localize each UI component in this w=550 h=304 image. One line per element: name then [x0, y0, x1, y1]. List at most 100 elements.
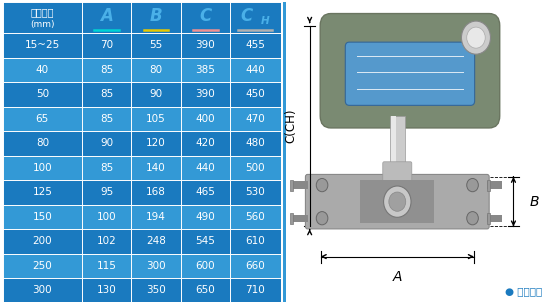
Text: 390: 390: [196, 40, 216, 50]
Text: 85: 85: [100, 114, 113, 124]
FancyBboxPatch shape: [320, 14, 500, 128]
Text: 420: 420: [196, 138, 216, 148]
Text: B: B: [150, 6, 162, 25]
Text: 560: 560: [245, 212, 265, 222]
Text: 465: 465: [196, 187, 216, 197]
Text: 80: 80: [36, 138, 49, 148]
Text: 85: 85: [100, 89, 113, 99]
Circle shape: [383, 186, 411, 217]
Text: ● 常规仪表: ● 常规仪表: [505, 286, 542, 296]
Text: 490: 490: [196, 212, 216, 222]
Bar: [487, 180, 490, 191]
Text: 80: 80: [150, 65, 163, 75]
Text: 40: 40: [36, 65, 49, 75]
Circle shape: [467, 212, 478, 225]
Bar: [390, 116, 405, 171]
Bar: [360, 180, 434, 223]
Bar: [3, 205, 280, 229]
Text: 650: 650: [196, 285, 216, 295]
Bar: [283, 2, 287, 302]
Text: 90: 90: [100, 138, 113, 148]
Bar: [3, 107, 280, 131]
Bar: [3, 180, 280, 205]
Text: 194: 194: [146, 212, 166, 222]
Text: 105: 105: [146, 114, 166, 124]
Text: C: C: [240, 6, 253, 25]
Text: 300: 300: [32, 285, 52, 295]
Bar: [3, 57, 280, 82]
Bar: [3, 2, 280, 33]
Text: A: A: [393, 270, 402, 284]
FancyBboxPatch shape: [305, 174, 489, 229]
Text: 125: 125: [32, 187, 52, 197]
Bar: [290, 213, 293, 224]
Text: 440: 440: [196, 163, 216, 173]
Text: 455: 455: [245, 40, 265, 50]
Bar: [487, 215, 502, 222]
Text: 530: 530: [245, 187, 265, 197]
Bar: [3, 131, 280, 156]
Text: 440: 440: [245, 65, 265, 75]
Text: 600: 600: [196, 261, 215, 271]
Text: 65: 65: [36, 114, 49, 124]
Text: 70: 70: [100, 40, 113, 50]
Bar: [3, 229, 280, 254]
Text: 500: 500: [245, 163, 265, 173]
Text: C(CH): C(CH): [285, 109, 298, 143]
Text: 300: 300: [146, 261, 166, 271]
Text: 248: 248: [146, 236, 166, 246]
Text: 102: 102: [97, 236, 117, 246]
Text: 15~25: 15~25: [25, 40, 60, 50]
Text: 710: 710: [245, 285, 265, 295]
Bar: [487, 213, 490, 224]
Bar: [487, 181, 502, 189]
Text: 660: 660: [245, 261, 265, 271]
Text: 85: 85: [100, 163, 113, 173]
Circle shape: [467, 27, 485, 48]
Text: 85: 85: [100, 65, 113, 75]
Text: A: A: [100, 6, 113, 25]
Text: 350: 350: [146, 285, 166, 295]
Text: 480: 480: [245, 138, 265, 148]
Text: 90: 90: [150, 89, 163, 99]
Text: 100: 100: [97, 212, 117, 222]
Bar: [290, 180, 293, 191]
Text: 95: 95: [100, 187, 113, 197]
Text: 50: 50: [36, 89, 49, 99]
Text: 450: 450: [245, 89, 265, 99]
Circle shape: [461, 21, 491, 54]
Text: 仪表口径: 仪表口径: [31, 7, 54, 17]
Text: H: H: [260, 16, 269, 26]
Text: 385: 385: [196, 65, 216, 75]
Text: 610: 610: [245, 236, 265, 246]
Bar: [3, 33, 280, 57]
Text: 100: 100: [32, 163, 52, 173]
Text: 55: 55: [150, 40, 163, 50]
FancyBboxPatch shape: [345, 42, 475, 105]
Bar: [293, 215, 307, 222]
Bar: [3, 278, 280, 302]
Text: C: C: [200, 6, 212, 25]
Circle shape: [467, 178, 478, 192]
Text: 250: 250: [32, 261, 52, 271]
Bar: [3, 156, 280, 180]
Text: 140: 140: [146, 163, 166, 173]
Text: 545: 545: [196, 236, 216, 246]
Text: 115: 115: [97, 261, 117, 271]
Circle shape: [316, 178, 328, 192]
Text: 120: 120: [146, 138, 166, 148]
Text: B: B: [529, 195, 539, 209]
FancyBboxPatch shape: [383, 162, 412, 181]
Text: (mm): (mm): [30, 20, 54, 29]
Circle shape: [316, 212, 328, 225]
Text: 470: 470: [245, 114, 265, 124]
Bar: [293, 181, 307, 189]
Text: 130: 130: [97, 285, 117, 295]
Text: 200: 200: [32, 236, 52, 246]
Bar: [392, 116, 395, 171]
Text: 400: 400: [196, 114, 215, 124]
Text: 390: 390: [196, 89, 216, 99]
Text: 150: 150: [32, 212, 52, 222]
Bar: [3, 254, 280, 278]
Bar: [3, 82, 280, 107]
